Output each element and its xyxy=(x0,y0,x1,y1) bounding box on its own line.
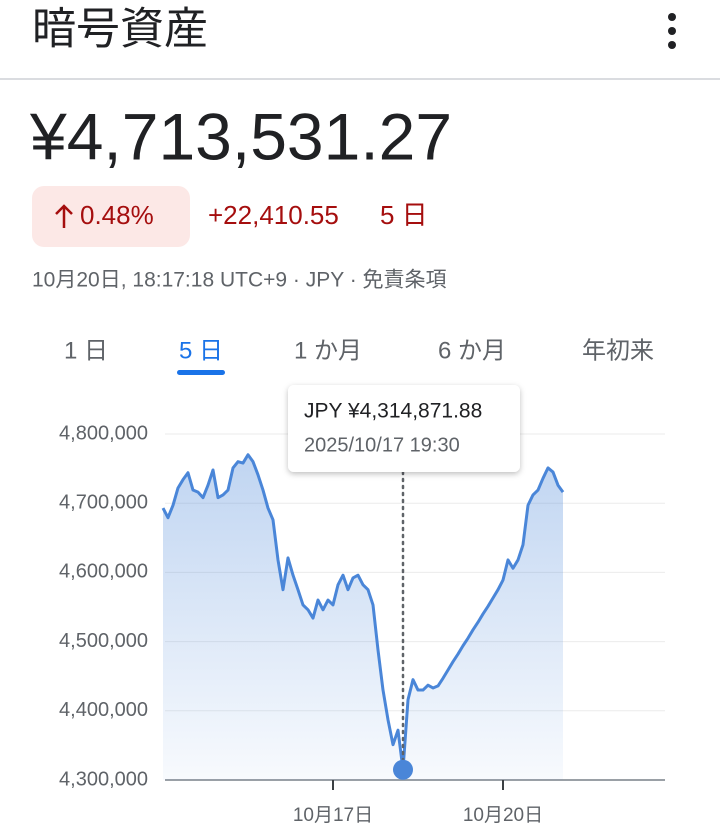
change-badge xyxy=(32,186,190,247)
tooltip-date: 2025/10/17 19:30 xyxy=(304,434,460,456)
tab-indicator xyxy=(177,370,225,375)
tooltip-value: JPY ¥4,314,871.88 xyxy=(304,400,482,423)
menu-dot xyxy=(668,13,676,21)
change-amount: +22,410.55 xyxy=(208,200,339,230)
y-tick-label: 4,600,000 xyxy=(59,561,148,583)
y-tick-label: 4,400,000 xyxy=(59,699,148,721)
range-tab[interactable]: 年初来 xyxy=(582,337,654,364)
price: ¥4,713,531.27 xyxy=(29,99,452,173)
x-tick-label: 10月20日 xyxy=(463,805,543,826)
range-tab[interactable]: 5 日 xyxy=(179,337,223,364)
y-tick-label: 4,500,000 xyxy=(59,630,148,652)
more-menu[interactable] xyxy=(668,13,676,49)
chart: 4,300,000 4,400,000 4,500,000 4,600,000 4,70… xyxy=(59,385,665,826)
range-tab[interactable]: 1 日 xyxy=(64,337,108,364)
page-title: 暗号資産 xyxy=(32,5,208,54)
area xyxy=(163,454,563,780)
range-tab[interactable]: 6 か月 xyxy=(438,337,506,364)
up-arrow xyxy=(55,204,73,228)
y-tick-label: 4,700,000 xyxy=(59,491,148,513)
x-tick-label: 10月17日 xyxy=(293,805,373,826)
line xyxy=(161,453,565,772)
tooltip: JPY ¥4,314,871.88 2025/10/17 19:30 xyxy=(288,385,520,472)
y-tick-label: 4,300,000 xyxy=(59,768,148,790)
menu-dot xyxy=(668,27,676,35)
y-tick-label: 4,800,000 xyxy=(59,422,148,444)
highlight-point xyxy=(393,759,413,780)
menu-dot xyxy=(668,41,676,49)
change-percent: 0.48% xyxy=(80,200,154,230)
tooltip-box xyxy=(288,385,520,472)
range-tab[interactable]: 1 か月 xyxy=(294,337,362,364)
timestamp: 10月20日, 18:17:18 UTC+9 · JPY · 免責条項 xyxy=(32,269,447,292)
change-period: 5 日 xyxy=(380,200,428,230)
range-tabs: 1 日 5 日 1 か月 6 か月 年初来 xyxy=(64,337,654,375)
